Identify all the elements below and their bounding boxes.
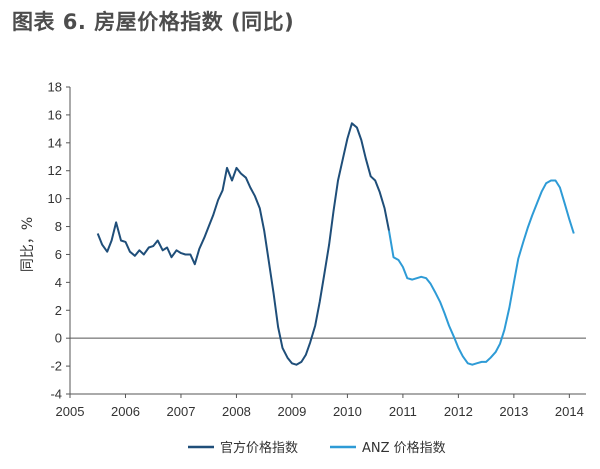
legend-label-2: ANZ 价格指数 — [362, 440, 446, 456]
y-tick-label: -4 — [50, 387, 62, 402]
y-tick-label: 12 — [48, 163, 62, 178]
series-line-2 — [388, 179, 575, 366]
y-tick-label: 2 — [55, 303, 62, 318]
x-tick-label: 2012 — [444, 404, 473, 419]
y-tick-label: 16 — [48, 107, 62, 122]
chart-title: 图表 6. 房屋价格指数 (同比) — [12, 10, 295, 34]
x-tick-label: 2014 — [555, 404, 584, 419]
y-tick-label: 14 — [48, 135, 62, 150]
y-axis-label: 同比，% — [20, 217, 36, 272]
y-tick-label: 0 — [55, 331, 62, 346]
x-tick-label: 2013 — [499, 404, 528, 419]
x-tick-label: 2009 — [277, 404, 306, 419]
y-tick-label: 18 — [48, 80, 62, 95]
legend-label-1: 官方价格指数 — [220, 440, 298, 456]
x-tick-label: 2007 — [167, 404, 196, 419]
y-tick-label: 6 — [55, 247, 62, 262]
y-tick-label: 8 — [55, 219, 62, 234]
x-tick-label: 2005 — [56, 404, 85, 419]
x-tick-label: 2008 — [222, 404, 251, 419]
y-tick-label: 10 — [48, 191, 62, 206]
x-tick-label: 2011 — [389, 404, 417, 419]
x-tick-label: 2010 — [333, 404, 362, 419]
y-tick-label: -2 — [50, 359, 62, 374]
y-tick-label: 4 — [55, 275, 62, 290]
x-tick-label: 2006 — [111, 404, 140, 419]
series-line-1 — [96, 122, 390, 366]
